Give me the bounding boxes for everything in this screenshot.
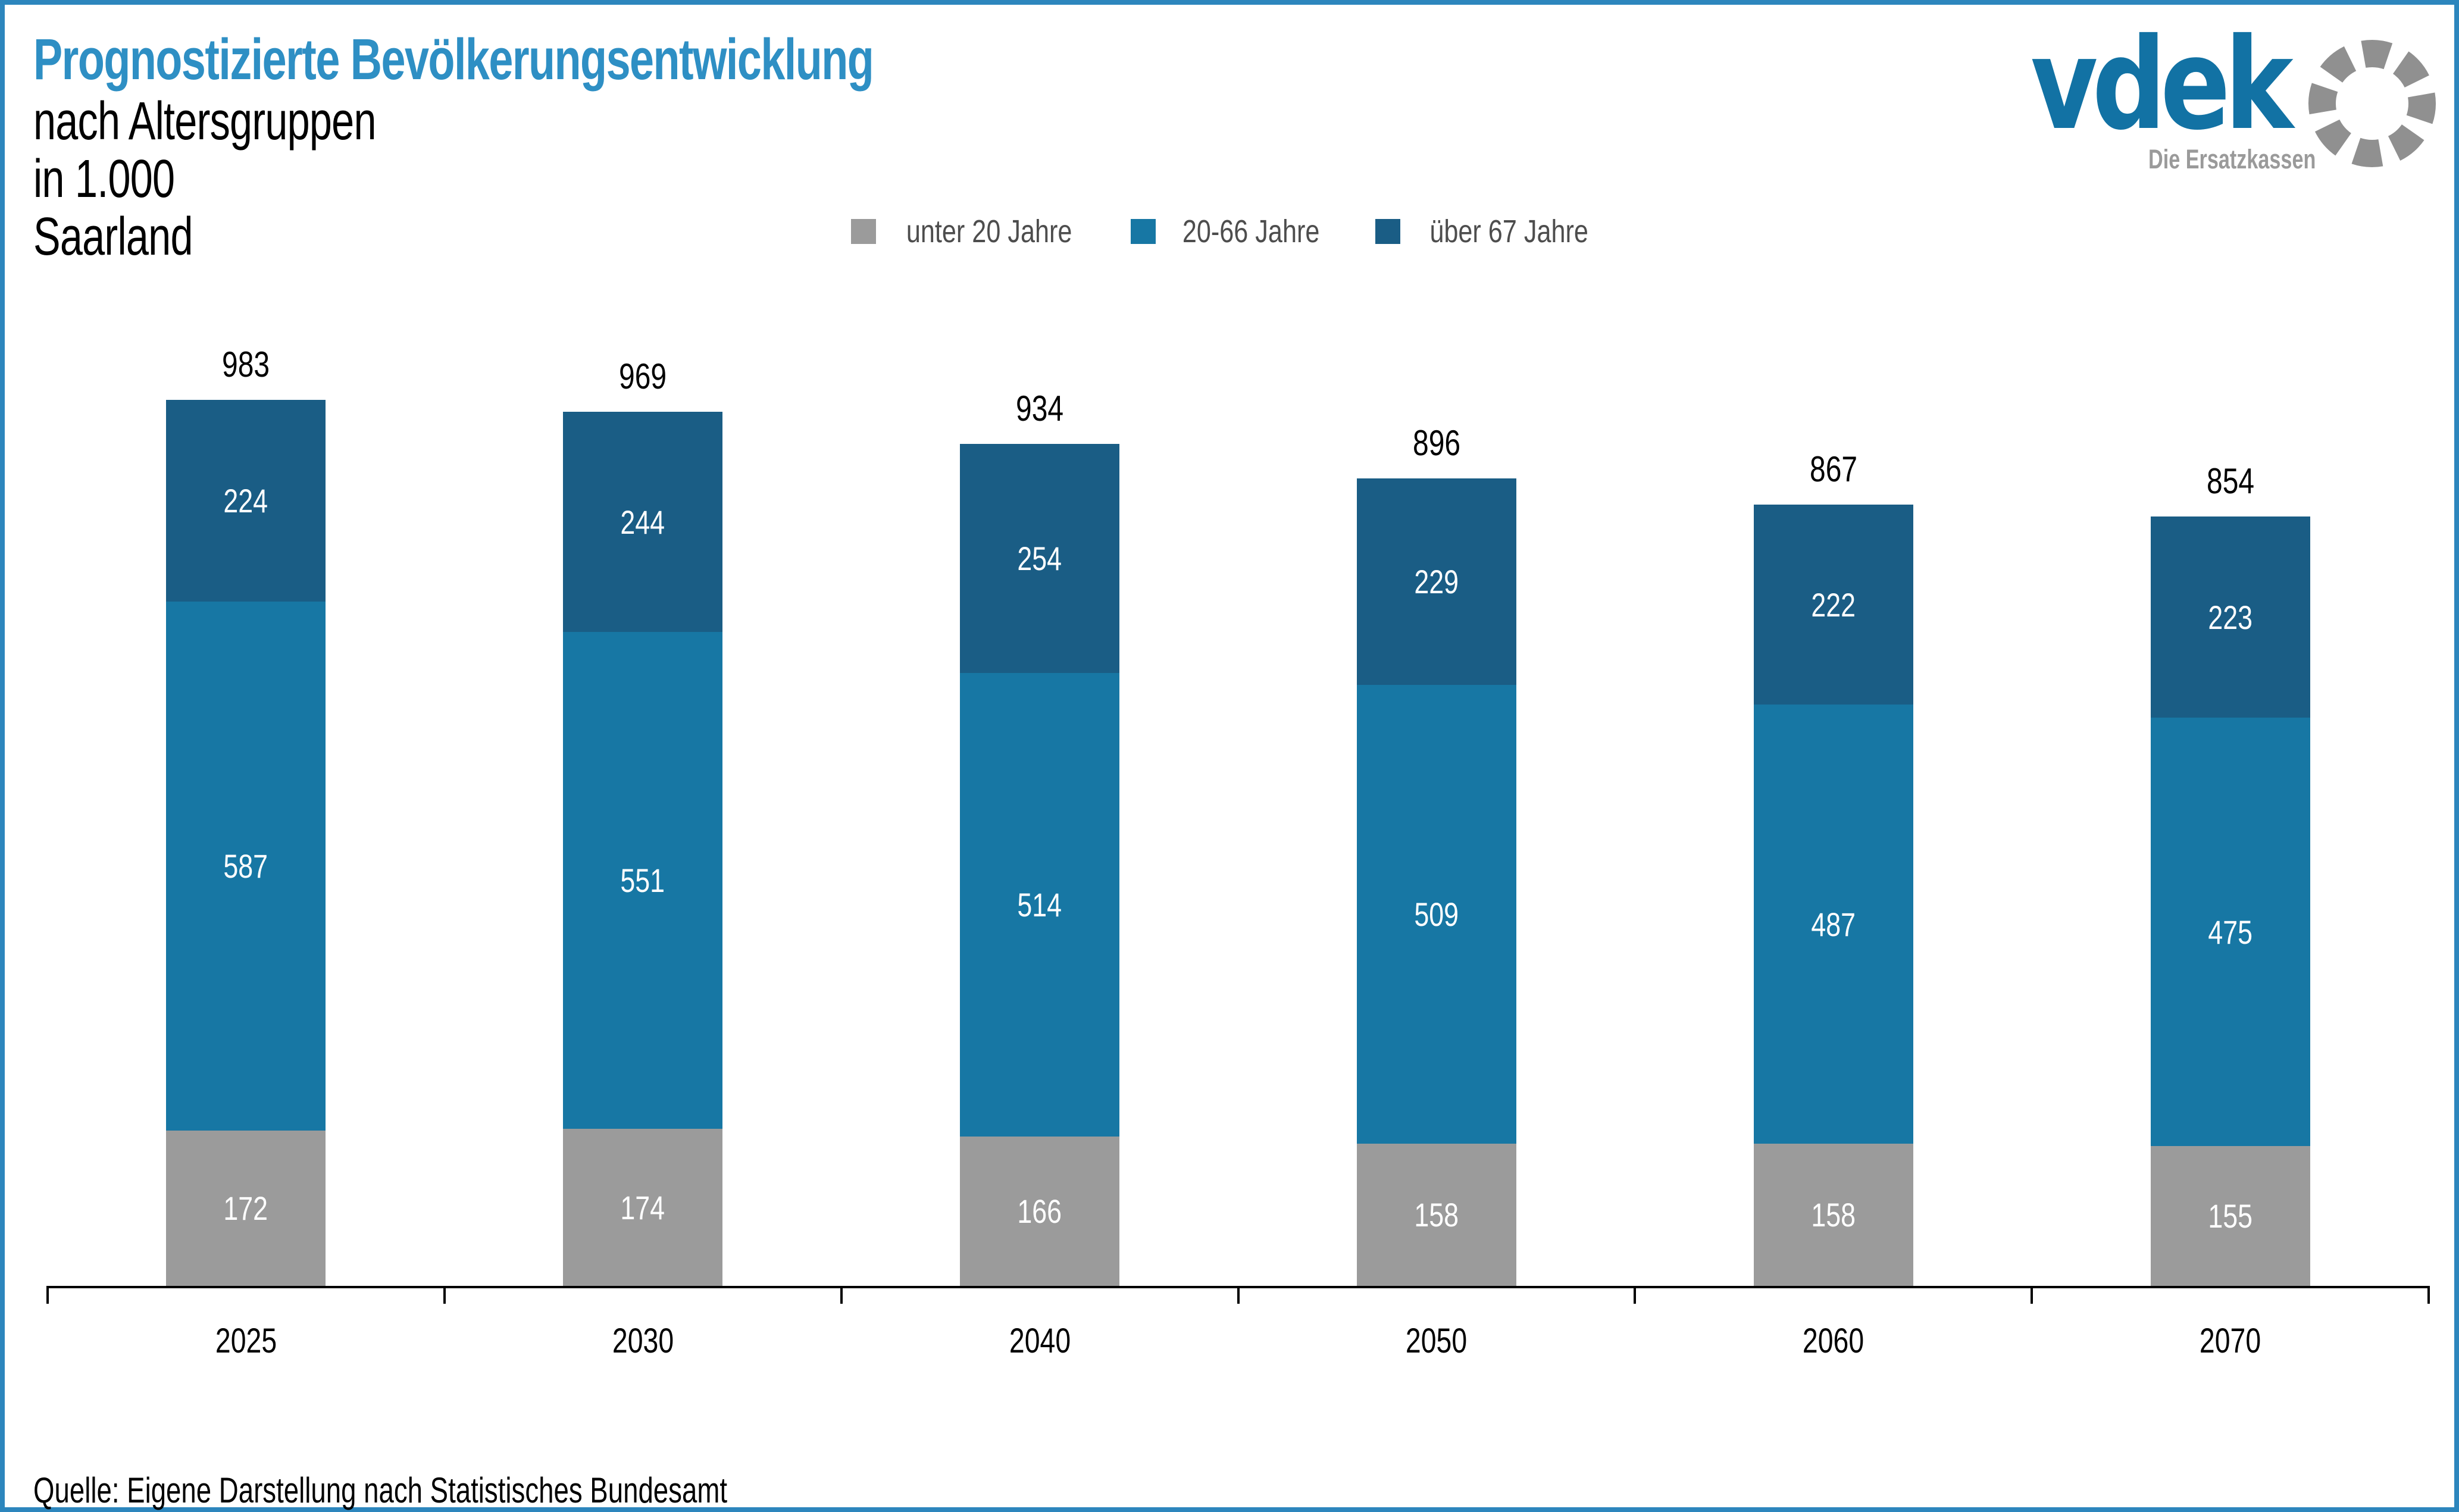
bar-segment-value: 158 [1414, 1196, 1459, 1234]
bar-segment-20-66-jahre: 514 [960, 673, 1119, 1137]
bar-segment-über-67-jahre: 254 [960, 444, 1119, 673]
bar-segment-über-67-jahre: 229 [1357, 478, 1516, 685]
bar-segment-unter-20-jahre: 158 [1754, 1144, 1913, 1286]
bar-segment-value: 244 [620, 503, 665, 541]
x-axis-label-text: 2070 [2199, 1322, 2261, 1360]
legend-item-20-66-jahre: 20-66 Jahre [1131, 213, 1337, 250]
bar-total-label: 983 [127, 344, 365, 385]
bar-segment-value: 514 [1017, 886, 1062, 924]
bar-segment-unter-20-jahre: 172 [166, 1131, 326, 1286]
bar-segment-unter-20-jahre: 174 [563, 1129, 722, 1286]
bar-total-value: 983 [222, 345, 270, 384]
vdek-wordmark: vdek [2031, 11, 2294, 158]
x-axis-tick [2031, 1286, 2033, 1304]
bar-segment-über-67-jahre: 224 [166, 400, 326, 602]
bar-segment-value: 222 [1811, 586, 1856, 624]
bar-segment-unter-20-jahre: 158 [1357, 1144, 1516, 1286]
bar-segment-20-66-jahre: 475 [2151, 718, 2310, 1146]
bar-segment-unter-20-jahre: 155 [2151, 1146, 2310, 1286]
bar-total-label: 969 [524, 356, 762, 397]
legend: unter 20 Jahre 20-66 Jahre über 67 Jahre [5, 213, 2454, 250]
page-title-text: Prognostizierte Bevölkerungsentwicklung [33, 27, 874, 92]
bar-segment-über-67-jahre: 244 [563, 412, 722, 632]
bar-segment-value: 224 [223, 482, 268, 519]
bar-segment-über-67-jahre: 222 [1754, 505, 1913, 705]
logo-tagline: Die Ersatzkassen [2148, 144, 2316, 174]
bar-segment-value: 155 [2208, 1197, 2253, 1235]
x-axis-label: 2025 [127, 1321, 365, 1361]
x-axis-label: 2040 [921, 1321, 1159, 1361]
bar-total-value: 969 [619, 356, 667, 396]
vdek-logo: vdek Die Ersatzkassen [2027, 21, 2451, 187]
bar-segment-20-66-jahre: 509 [1357, 685, 1516, 1144]
subtitle-line-2: in 1.000 [33, 149, 175, 209]
bar-segment-value: 229 [1414, 563, 1459, 600]
legend-label: 20-66 Jahre [1182, 214, 1320, 249]
bar-segment-value: 551 [620, 862, 665, 899]
x-axis-label-text: 2025 [215, 1322, 277, 1360]
legend-swatch-icon [1131, 219, 1156, 244]
x-axis-label-text: 2060 [1803, 1322, 1864, 1360]
subtitle-line-1: nach Altersgruppen [33, 92, 376, 151]
title-block: Prognostizierte Bevölkerungsentwicklung … [33, 26, 1138, 266]
legend-item-unter-20-jahre: unter 20 Jahre [851, 213, 1093, 250]
bar-segment-value: 166 [1017, 1192, 1062, 1230]
bar-segment-20-66-jahre: 487 [1754, 705, 1913, 1144]
x-axis-tick [840, 1286, 843, 1304]
x-axis-label-text: 2040 [1009, 1322, 1071, 1360]
x-axis-label: 2070 [2111, 1321, 2349, 1361]
x-axis-label: 2050 [1318, 1321, 1556, 1361]
bar-segment-value: 223 [2208, 598, 2253, 636]
bar-segment-über-67-jahre: 223 [2151, 516, 2310, 718]
bar-total-value: 867 [1809, 449, 1857, 489]
x-axis-tick [2427, 1286, 2430, 1304]
x-axis-label-text: 2050 [1406, 1322, 1468, 1360]
legend-label: über 67 Jahre [1429, 214, 1588, 249]
bar-segment-value: 254 [1017, 540, 1062, 577]
bar-segment-value: 487 [1811, 905, 1856, 943]
x-axis-tick [443, 1286, 446, 1304]
dotted-ring-icon [2308, 40, 2436, 167]
legend-swatch-icon [1375, 219, 1400, 244]
x-axis-label: 2030 [524, 1321, 762, 1361]
bar-segment-20-66-jahre: 587 [166, 602, 326, 1131]
bar-total-label: 934 [921, 388, 1159, 429]
bar-total-label: 867 [1715, 449, 1953, 490]
legend-swatch-icon [851, 219, 877, 244]
x-axis-tick [1634, 1286, 1637, 1304]
bar-segment-value: 158 [1811, 1196, 1856, 1234]
bar-total-value: 896 [1412, 423, 1460, 463]
bar-total-label: 896 [1318, 422, 1556, 464]
legend-label: unter 20 Jahre [906, 214, 1072, 249]
bar-segment-value: 174 [620, 1188, 665, 1226]
stacked-bar-chart: 172 587 224 983 2025 174 551 244 969 2030 166 514 25… [5, 5, 2454, 1507]
bar-segment-20-66-jahre: 551 [563, 632, 722, 1129]
bar-segment-value: 475 [2208, 913, 2253, 951]
bar-total-value: 934 [1016, 389, 1064, 428]
x-axis-tick [1237, 1286, 1240, 1304]
bar-total-label: 854 [2111, 461, 2349, 502]
subtitle-line-3: Saarland [33, 207, 193, 267]
legend-item-über-67-jahre: über 67 Jahre [1375, 213, 1608, 250]
page-title: Prognostizierte Bevölkerungsentwicklung [33, 26, 1138, 93]
source-note: Quelle: Eigene Darstellung nach Statisti… [33, 1470, 727, 1510]
bar-segment-value: 587 [223, 847, 268, 885]
x-axis-label-text: 2030 [612, 1322, 674, 1360]
x-axis-tick [46, 1286, 49, 1304]
x-axis-label: 2060 [1715, 1321, 1953, 1361]
bar-total-value: 854 [2206, 461, 2254, 501]
bar-segment-value: 172 [223, 1189, 268, 1227]
bar-segment-unter-20-jahre: 166 [960, 1137, 1119, 1286]
bar-segment-value: 509 [1414, 896, 1459, 933]
